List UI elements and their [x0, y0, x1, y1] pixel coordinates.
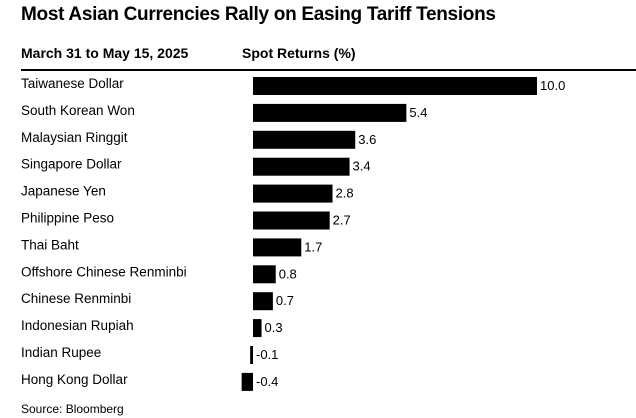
value-label: 0.3: [265, 320, 283, 335]
chart-title: Most Asian Currencies Rally on Easing Ta…: [21, 4, 496, 25]
bar: [253, 157, 350, 176]
value-label: 10.0: [540, 78, 565, 93]
category-label: Chinese Renminbi: [21, 291, 131, 306]
value-label: 3.6: [358, 132, 376, 147]
value-label: 5.4: [409, 105, 427, 120]
value-label: 0.8: [279, 266, 297, 281]
bar: [253, 184, 333, 203]
bar-chart: Taiwanese Dollar 10.0 South Korean Won 5.4 M…: [21, 76, 565, 391]
period-header: March 31 to May 15, 2025: [21, 45, 189, 61]
category-label: Offshore Chinese Renminbi: [21, 264, 187, 279]
value-label: -0.4: [256, 374, 278, 389]
bar: [253, 103, 407, 122]
bar: [250, 346, 253, 364]
bar: [241, 372, 253, 391]
bar: [253, 319, 262, 338]
category-label: Indonesian Rupiah: [21, 318, 134, 333]
source-note: Source: Bloomberg: [21, 402, 124, 416]
value-label: 3.4: [353, 159, 371, 174]
category-label: Indian Rupee: [21, 345, 101, 360]
bar: [253, 292, 273, 311]
category-label: Philippine Peso: [21, 211, 114, 226]
bar: [253, 265, 276, 284]
header-rule: [21, 69, 636, 71]
value-label: 2.7: [333, 213, 351, 228]
category-label: Taiwanese Dollar: [21, 76, 124, 91]
category-label: Hong Kong Dollar: [21, 372, 128, 387]
category-label: Japanese Yen: [21, 184, 106, 199]
value-label: 0.7: [276, 293, 294, 308]
metric-header: Spot Returns (%): [242, 45, 356, 61]
value-label: 1.7: [304, 239, 322, 254]
bar: [253, 77, 537, 95]
bar: [253, 211, 330, 230]
bar: [253, 130, 356, 149]
category-label: Thai Baht: [21, 237, 79, 252]
category-label: Singapore Dollar: [21, 157, 122, 172]
bar: [253, 238, 302, 257]
value-label: 2.8: [336, 186, 354, 201]
category-label: Malaysian Ringgit: [21, 130, 128, 145]
category-label: South Korean Won: [21, 103, 135, 118]
value-label: -0.1: [256, 347, 278, 362]
